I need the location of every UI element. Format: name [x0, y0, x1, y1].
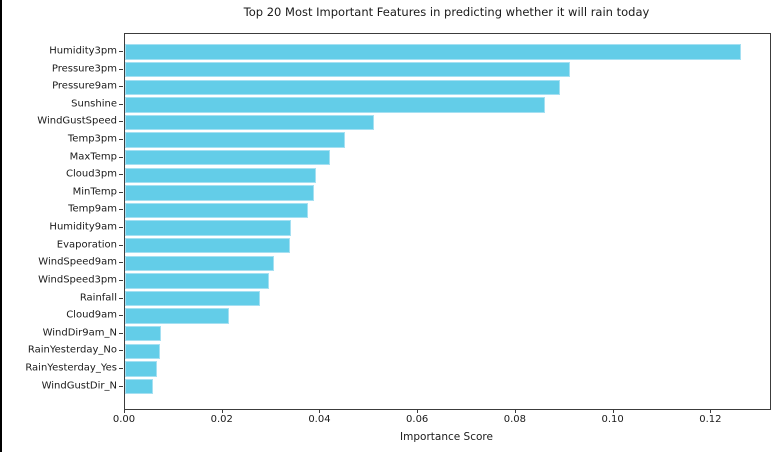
- x-tick-mark-0.08: [514, 409, 516, 413]
- bar-sunshine: [125, 97, 546, 113]
- bar-evaporation: [125, 238, 291, 254]
- bar-mintemp: [125, 185, 315, 201]
- bar-humidity9am: [125, 220, 292, 236]
- y-tick-label-pressure3pm: Pressure3pm: [51, 63, 117, 75]
- y-tick-mark-winddir9am_n: [119, 332, 123, 334]
- y-tick-mark-temp9am: [119, 209, 123, 211]
- screenshot-left-border: [0, 0, 2, 452]
- chart-title: Top 20 Most Important Features in predic…: [243, 5, 650, 19]
- y-tick-label-rainfall: Rainfall: [79, 292, 117, 304]
- y-tick-mark-windspeed9am: [119, 262, 123, 264]
- x-tick-label-0.02: 0.02: [210, 414, 233, 425]
- y-tick-label-cloud9am: Cloud9am: [66, 309, 117, 321]
- x-tick-label-0.00: 0.00: [112, 414, 136, 425]
- y-tick-mark-windgustspeed: [119, 121, 123, 123]
- y-tick-label-evaporation: Evaporation: [56, 239, 117, 251]
- y-tick-label-pressure9am: Pressure9am: [52, 80, 117, 92]
- bar-winddir9am_n: [125, 326, 162, 342]
- x-tick-mark-0.06: [417, 409, 419, 413]
- x-tick-label-0.04: 0.04: [308, 414, 331, 425]
- bar-cloud3pm: [125, 167, 316, 183]
- y-tick-label-windgustspeed: WindGustSpeed: [37, 115, 117, 127]
- y-tick-mark-cloud3pm: [119, 174, 123, 176]
- bar-rainyesterday_no: [125, 343, 161, 360]
- bar-rainfall: [125, 290, 261, 307]
- x-tick-mark-0.00: [124, 409, 125, 413]
- bar-maxtemp: [125, 149, 331, 166]
- y-tick-mark-evaporation: [119, 244, 123, 246]
- x-tick-mark-0.04: [319, 409, 321, 413]
- x-tick-label-0.12: 0.12: [699, 414, 722, 425]
- y-tick-label-maxtemp: MaxTemp: [69, 151, 117, 163]
- y-tick-label-humidity3pm: Humidity3pm: [49, 45, 117, 57]
- y-tick-label-humidity9am: Humidity9am: [49, 221, 117, 233]
- bar-rainyesterday_yes: [125, 361, 158, 377]
- y-tick-mark-rainyesterday_yes: [119, 367, 123, 369]
- bar-cloud9am: [125, 308, 230, 324]
- bar-temp9am: [125, 202, 309, 219]
- y-tick-label-rainyesterday_no: RainYesterday_No: [27, 344, 117, 356]
- y-tick-label-windgustdir_n: WindGustDir_N: [41, 380, 117, 392]
- y-tick-mark-windgustdir_n: [119, 385, 123, 387]
- y-tick-label-windspeed3pm: WindSpeed3pm: [38, 274, 117, 286]
- bar-temp3pm: [125, 132, 345, 148]
- y-tick-mark-maxtemp: [119, 156, 123, 158]
- x-tick-label-0.08: 0.08: [503, 414, 527, 425]
- y-tick-mark-pressure9am: [119, 86, 123, 88]
- bar-windspeed9am: [125, 255, 275, 271]
- bar-windspeed3pm: [125, 273, 270, 289]
- bar-windgustspeed: [125, 114, 375, 131]
- bar-windgustdir_n: [125, 378, 153, 395]
- y-tick-mark-sunshine: [119, 103, 123, 105]
- y-tick-mark-rainfall: [119, 297, 123, 299]
- y-tick-mark-windspeed3pm: [119, 279, 123, 281]
- x-tick-mark-0.12: [710, 409, 712, 413]
- y-tick-label-mintemp: MinTemp: [72, 186, 117, 198]
- y-tick-mark-humidity3pm: [119, 51, 123, 52]
- y-tick-mark-mintemp: [119, 191, 123, 193]
- y-tick-mark-cloud9am: [119, 315, 123, 317]
- y-tick-mark-humidity9am: [119, 227, 123, 229]
- x-tick-label-0.06: 0.06: [406, 414, 429, 425]
- y-tick-label-cloud3pm: Cloud3pm: [65, 168, 117, 180]
- plot-area: [124, 33, 771, 410]
- y-tick-label-winddir9am_n: WindDir9am_N: [42, 327, 117, 339]
- y-tick-mark-temp3pm: [119, 139, 123, 141]
- y-tick-label-windspeed9am: WindSpeed9am: [38, 256, 117, 268]
- x-tick-mark-0.10: [612, 409, 614, 413]
- y-tick-label-temp3pm: Temp3pm: [67, 133, 117, 145]
- x-tick-label-0.10: 0.10: [601, 414, 624, 425]
- y-tick-label-rainyesterday_yes: RainYesterday_Yes: [25, 362, 117, 374]
- y-tick-mark-rainyesterday_no: [119, 350, 123, 352]
- bar-humidity3pm: [125, 44, 741, 60]
- bar-pressure3pm: [125, 61, 570, 78]
- x-tick-mark-0.02: [221, 409, 223, 413]
- y-tick-mark-pressure3pm: [119, 68, 123, 70]
- bar-pressure9am: [125, 79, 560, 95]
- y-tick-label-temp9am: Temp9am: [68, 203, 117, 215]
- y-tick-label-sunshine: Sunshine: [71, 98, 117, 110]
- x-axis-label: Importance Score: [400, 431, 493, 443]
